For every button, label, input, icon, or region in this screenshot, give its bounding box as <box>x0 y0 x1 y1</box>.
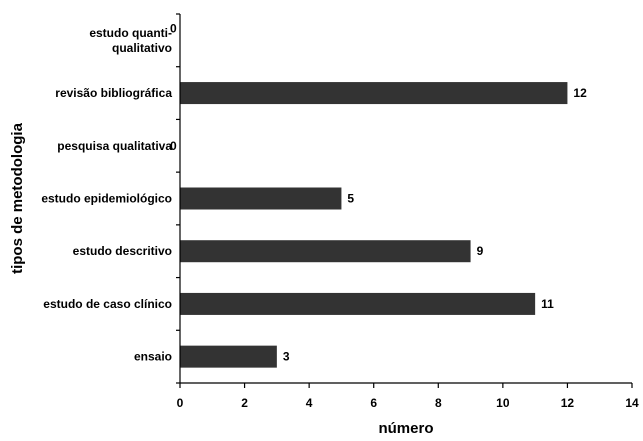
category-label-line: estudo epidemiológico <box>41 192 172 206</box>
category-label-line: pesquisa qualitativa <box>57 139 172 153</box>
x-tick-label: 12 <box>561 396 575 410</box>
bar <box>180 345 277 368</box>
bar <box>180 82 568 105</box>
bar <box>180 187 342 210</box>
data-label: 5 <box>347 192 354 206</box>
bar <box>180 292 536 315</box>
x-axis-title: número <box>378 420 433 437</box>
x-tick-label: 2 <box>241 396 248 410</box>
x-tick-label: 6 <box>370 396 377 410</box>
category-label-line: revisão bibliográfica <box>55 86 172 100</box>
category-label: estudo quanti-qualitativo <box>89 26 172 55</box>
category-label-line: estudo de caso clínico <box>43 297 172 311</box>
category-label: estudo epidemiológico <box>41 192 172 206</box>
data-label: 0 <box>170 139 177 153</box>
category-label-line: estudo descritivo <box>73 244 172 258</box>
x-tick-label: 4 <box>306 396 313 410</box>
category-label-line: ensaio <box>134 350 172 364</box>
category-label: estudo de caso clínico <box>43 297 172 311</box>
x-tick-label: 0 <box>177 396 184 410</box>
category-label: ensaio <box>134 350 172 364</box>
data-label: 3 <box>283 350 290 364</box>
y-axis-title: tipos de metodologia <box>9 122 26 273</box>
category-label-line: estudo quanti- <box>89 26 172 40</box>
x-axis-ticks: 0 2 4 6 8 10 12 14 <box>177 383 639 410</box>
data-label: 9 <box>477 244 484 258</box>
data-label: 12 <box>573 86 587 100</box>
bar <box>180 240 471 263</box>
x-tick-label: 8 <box>435 396 442 410</box>
x-tick-label: 10 <box>496 396 510 410</box>
y-axis-ticks <box>176 13 180 384</box>
category-label: pesquisa qualitativa <box>57 139 172 153</box>
x-tick-label: 14 <box>625 396 639 410</box>
category-label-line: qualitativo <box>112 41 172 55</box>
category-label: estudo descritivo <box>73 244 172 258</box>
data-label: 0 <box>170 21 177 35</box>
category-label: revisão bibliográfica <box>55 86 172 100</box>
data-label: 11 <box>541 297 554 311</box>
